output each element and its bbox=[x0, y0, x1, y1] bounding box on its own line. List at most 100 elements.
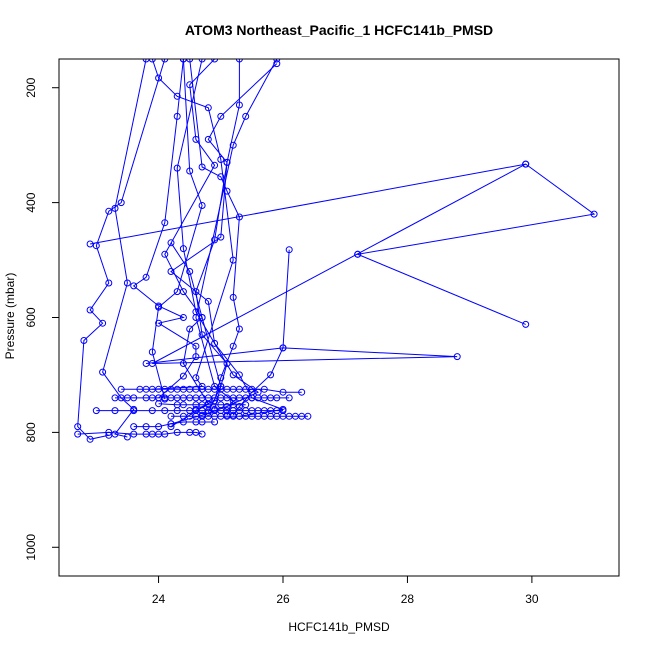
data-point bbox=[217, 374, 225, 382]
data-point bbox=[211, 59, 219, 63]
data-point bbox=[111, 394, 119, 402]
series-line bbox=[151, 59, 203, 400]
data-point bbox=[186, 268, 194, 275]
data-point bbox=[86, 435, 94, 443]
data-point bbox=[198, 202, 206, 209]
data-point bbox=[142, 273, 150, 281]
y-tick-label: 200 bbox=[24, 77, 38, 97]
data-point bbox=[235, 101, 243, 109]
data-layer bbox=[74, 59, 598, 443]
data-point bbox=[161, 407, 169, 415]
series-line bbox=[133, 421, 215, 428]
data-point bbox=[130, 423, 138, 431]
series-line bbox=[102, 59, 147, 438]
data-point bbox=[74, 423, 82, 431]
data-point bbox=[123, 279, 131, 287]
data-point bbox=[161, 430, 169, 438]
data-point bbox=[522, 320, 530, 328]
data-point bbox=[167, 239, 175, 247]
data-point bbox=[248, 385, 256, 393]
data-point bbox=[198, 59, 206, 63]
data-point bbox=[217, 173, 225, 181]
data-point bbox=[211, 339, 219, 347]
data-point bbox=[179, 59, 187, 63]
data-point bbox=[204, 297, 212, 305]
data-point bbox=[242, 401, 250, 409]
data-point bbox=[167, 268, 175, 275]
series-line bbox=[77, 431, 203, 435]
data-point bbox=[304, 412, 312, 420]
data-point bbox=[117, 199, 125, 207]
chart-title: ATOM3 Northeast_Pacific_1 HCFC141b_PMSD bbox=[185, 22, 493, 38]
data-point bbox=[167, 412, 175, 420]
y-axis-label: Pressure (mbar) bbox=[3, 273, 17, 360]
data-point bbox=[179, 372, 187, 380]
data-point bbox=[167, 420, 175, 428]
data-point bbox=[229, 371, 237, 379]
series-line bbox=[151, 59, 234, 390]
data-point bbox=[74, 430, 82, 438]
data-point bbox=[229, 141, 237, 149]
data-point bbox=[273, 394, 281, 402]
data-point bbox=[142, 59, 150, 63]
data-point bbox=[198, 418, 206, 426]
data-point bbox=[235, 59, 243, 63]
data-point bbox=[155, 303, 163, 311]
data-point bbox=[211, 418, 219, 426]
data-point bbox=[198, 163, 206, 171]
series-line bbox=[77, 59, 166, 440]
data-point bbox=[186, 59, 194, 63]
series-line bbox=[146, 163, 526, 364]
data-point bbox=[105, 207, 113, 215]
data-point bbox=[111, 407, 119, 415]
data-point bbox=[211, 161, 219, 169]
data-point bbox=[522, 160, 530, 168]
data-point bbox=[173, 288, 181, 296]
data-point bbox=[192, 353, 200, 361]
data-point bbox=[179, 360, 187, 367]
data-point bbox=[273, 59, 281, 63]
data-point bbox=[130, 394, 138, 402]
data-point bbox=[298, 388, 306, 396]
data-point bbox=[186, 325, 194, 333]
data-point bbox=[223, 403, 231, 410]
data-point bbox=[211, 236, 219, 244]
data-point bbox=[148, 407, 156, 415]
data-point bbox=[80, 337, 88, 344]
y-tick-label: 800 bbox=[24, 422, 38, 442]
data-point bbox=[204, 135, 212, 143]
data-point bbox=[179, 245, 187, 253]
data-point bbox=[192, 374, 200, 382]
y-tick-label: 1000 bbox=[24, 534, 38, 561]
data-point bbox=[130, 407, 138, 415]
data-point bbox=[142, 360, 150, 367]
data-point bbox=[229, 293, 237, 301]
data-point bbox=[242, 112, 250, 120]
data-point bbox=[179, 401, 187, 409]
data-point bbox=[217, 156, 225, 163]
data-point bbox=[204, 104, 212, 112]
y-tick-label: 400 bbox=[24, 192, 38, 212]
data-point bbox=[161, 59, 169, 63]
data-point bbox=[235, 325, 243, 333]
data-point bbox=[192, 342, 200, 350]
data-point bbox=[192, 428, 200, 436]
data-point bbox=[285, 246, 293, 254]
data-point bbox=[142, 385, 150, 393]
data-point bbox=[217, 233, 225, 241]
data-point bbox=[285, 394, 293, 402]
data-point bbox=[235, 403, 243, 410]
data-point bbox=[155, 423, 163, 431]
data-point bbox=[173, 164, 181, 172]
data-point bbox=[86, 240, 94, 248]
data-point bbox=[173, 112, 181, 120]
data-point bbox=[105, 279, 113, 287]
data-point bbox=[155, 400, 163, 408]
series-line bbox=[170, 242, 222, 413]
axes-layer: 24 26 28 30 200 400 600 800 1000 bbox=[24, 77, 539, 606]
data-point bbox=[260, 385, 268, 393]
data-point bbox=[92, 407, 100, 415]
